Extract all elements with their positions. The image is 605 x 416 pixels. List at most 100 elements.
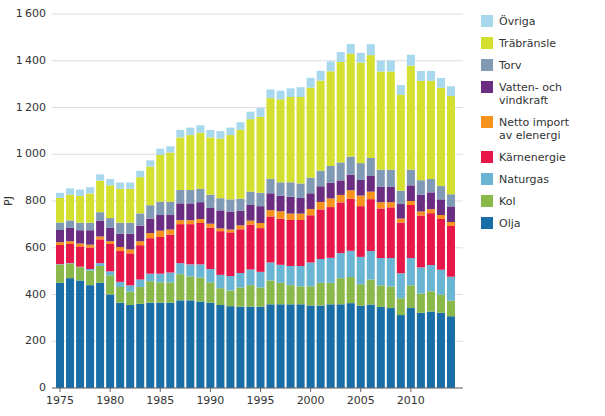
bar-segment	[297, 286, 305, 304]
x-tick-label: 1975	[46, 394, 74, 407]
series	[56, 44, 455, 198]
bar-segment	[267, 210, 275, 216]
bar-segment	[407, 66, 415, 170]
bar-segment	[136, 171, 144, 177]
bar-segment	[196, 202, 204, 219]
bar-segment	[387, 72, 395, 170]
bar-segment	[447, 194, 455, 206]
bar-segment	[417, 212, 425, 216]
bar-segment	[146, 205, 154, 218]
bar-segment	[116, 183, 124, 189]
bar-segment	[186, 220, 194, 224]
bar-segment	[407, 205, 415, 258]
bar-segment	[146, 238, 154, 274]
bar-segment	[377, 72, 385, 170]
bar-segment	[417, 267, 425, 293]
bar-segment	[357, 163, 365, 180]
bar-segment	[106, 185, 114, 218]
bar-segment	[447, 222, 455, 226]
bar-segment	[146, 219, 154, 233]
bar-segment	[387, 308, 395, 388]
bar-segment	[216, 275, 224, 288]
bar-segment	[327, 207, 335, 258]
bar-segment	[226, 212, 234, 230]
legend: ÖvrigaTräbränsleTorvVatten- ochvindkraft…	[481, 15, 570, 230]
bar-segment	[297, 266, 305, 286]
legend-swatch	[481, 151, 493, 163]
bar-segment	[156, 155, 164, 202]
bar-segment	[297, 198, 305, 214]
bar-segment	[267, 193, 275, 210]
bar-segment	[176, 220, 184, 224]
bar-segment	[156, 215, 164, 231]
bar-segment	[397, 191, 405, 204]
bar-segment	[297, 97, 305, 183]
bar-segment	[307, 215, 315, 262]
bar-segment	[367, 176, 375, 192]
bar-segment	[277, 211, 285, 218]
bar-segment	[86, 230, 94, 244]
bar-segment	[126, 249, 134, 253]
bar-segment	[206, 303, 214, 388]
bar-segment	[186, 203, 194, 220]
bar-segment	[56, 283, 64, 388]
bar-segment	[76, 230, 84, 243]
bar-segment	[307, 178, 315, 194]
bar-segment	[96, 237, 104, 240]
bar-segment	[166, 202, 174, 215]
bar-segment	[196, 264, 204, 277]
bar-segment	[246, 285, 254, 307]
bar-segment	[156, 237, 164, 274]
bar-segment	[337, 278, 345, 304]
bar-segment	[287, 304, 295, 388]
bar-segment	[246, 119, 254, 191]
bar-segment	[186, 128, 194, 135]
bar-segment	[86, 187, 94, 193]
bar-segment	[116, 247, 124, 251]
bar-segment	[307, 262, 315, 286]
bar-segment	[156, 282, 164, 302]
bar-segment	[246, 225, 254, 270]
bar-segment	[156, 274, 164, 283]
bar-segment	[327, 198, 335, 207]
bar-segment	[246, 112, 254, 119]
bar-segment	[427, 192, 435, 209]
bar-segment	[206, 137, 214, 194]
bar-segment	[66, 264, 74, 278]
legend-swatch	[481, 59, 493, 71]
bar-segment	[347, 277, 355, 303]
bar-segment	[347, 251, 355, 277]
bar-segment	[226, 306, 234, 388]
bar-segment	[377, 61, 385, 72]
bar-segment	[267, 179, 275, 193]
bar-segment	[96, 239, 104, 263]
x-tick	[310, 388, 311, 392]
bar-segment	[106, 179, 114, 185]
legend-swatch	[481, 37, 493, 49]
series	[56, 278, 455, 388]
bar-segment	[176, 190, 184, 203]
bar-segment	[176, 137, 184, 190]
bar-segment	[377, 307, 385, 388]
bar-segment	[337, 62, 345, 163]
bar-segment	[236, 287, 244, 306]
bar-segment	[56, 193, 64, 198]
bar-segment	[267, 90, 275, 99]
bar-segment	[447, 301, 455, 317]
bar-segment	[196, 302, 204, 388]
bar-segment	[287, 197, 295, 214]
bar-segment	[76, 244, 84, 247]
bar-segment	[116, 251, 124, 282]
bar-segment	[56, 223, 64, 230]
bar-segment	[417, 294, 425, 313]
bar-segment	[206, 282, 214, 302]
bar-segment	[347, 199, 355, 251]
bar-segment	[96, 266, 104, 283]
bar-segment	[367, 192, 375, 199]
bar-segment	[367, 305, 375, 388]
bar-segment	[76, 280, 84, 388]
bar-segment	[166, 153, 174, 202]
legend-label: Naturgas	[499, 173, 549, 186]
bar-segment	[216, 305, 224, 388]
legend-label: Olja	[499, 217, 521, 230]
